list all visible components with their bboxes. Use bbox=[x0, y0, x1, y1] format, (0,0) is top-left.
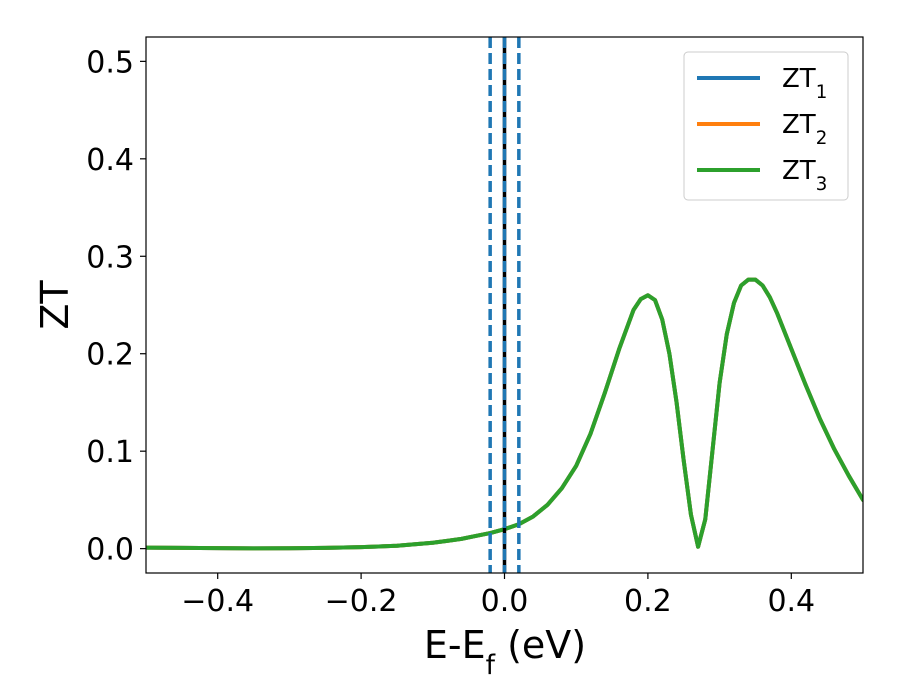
legend-box bbox=[683, 51, 849, 201]
series-line-3 bbox=[146, 277, 863, 551]
x-axis-label: E-Ef (eV) bbox=[424, 623, 586, 681]
y-tick-label: 0.1 bbox=[86, 435, 134, 470]
legend-label: ZT3 bbox=[782, 156, 827, 195]
svg-text:ZT: ZT bbox=[33, 280, 77, 330]
svg-text:E-Ef (eV): E-Ef (eV) bbox=[424, 623, 586, 681]
x-tick-label: 0.0 bbox=[481, 584, 529, 619]
legend-label: ZT2 bbox=[782, 110, 827, 149]
x-tick-label: −0.4 bbox=[181, 584, 254, 619]
plot-area bbox=[146, 37, 863, 573]
y-tick-label: 0.2 bbox=[86, 338, 134, 373]
x-tick-label: 0.4 bbox=[767, 584, 815, 619]
x-tick-label: 0.2 bbox=[624, 584, 672, 619]
y-axis-label: ZT bbox=[33, 280, 77, 330]
x-tick-label: −0.2 bbox=[325, 584, 398, 619]
y-tick-label: 0.0 bbox=[86, 533, 134, 568]
y-tick-label: 0.4 bbox=[86, 143, 134, 178]
y-axis: 0.0 0.1 0.2 0.3 0.4 0.5 bbox=[86, 45, 146, 568]
y-tick-label: 0.3 bbox=[86, 240, 134, 275]
legend-label: ZT1 bbox=[782, 64, 827, 103]
x-axis: −0.4 −0.2 0.0 0.2 0.4 bbox=[181, 573, 815, 619]
y-tick-label: 0.5 bbox=[86, 45, 134, 80]
legend: ZT1 ZT2 ZT3 bbox=[683, 51, 849, 201]
